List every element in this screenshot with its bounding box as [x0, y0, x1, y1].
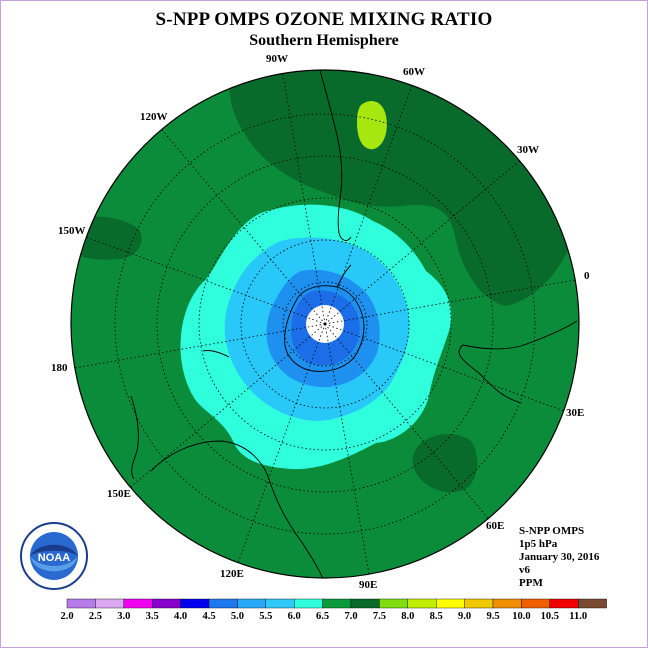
legend-tick-labels: 2.0 2.5 3.0 3.5 4.0 4.5 5.0 5.5 6.0 6.5 7.0 7.5 8.0 8… — [60, 611, 587, 622]
legend-color-box — [322, 598, 352, 609]
legend-tick-label: 10.0 — [512, 611, 530, 622]
coast-antarctic-peninsula — [336, 264, 352, 288]
legend-tick-label: 6.0 — [288, 611, 301, 622]
legend-color-box — [407, 598, 437, 609]
legend-color-box — [350, 598, 380, 609]
legend-color-boxes — [66, 598, 607, 609]
legend-tick-label: 5.5 — [259, 611, 272, 622]
lon-label-90e: 90E — [359, 579, 377, 591]
legend-tick-label: 11.0 — [569, 611, 587, 622]
legend-color-box — [265, 598, 295, 609]
legend-color-box — [379, 598, 408, 609]
legend-color-box — [464, 598, 494, 609]
legend-tick-label: 5.0 — [231, 611, 244, 622]
lon-label-120e: 120E — [220, 568, 244, 580]
legend-color-box — [123, 598, 153, 609]
legend-tick-label: 8.0 — [401, 611, 414, 622]
legend-color-box — [180, 598, 210, 609]
legend-color-box — [237, 598, 266, 609]
legend-tick-label: 7.0 — [344, 611, 357, 622]
info-date: January 30, 2016 — [519, 551, 600, 563]
legend-color-box — [66, 598, 96, 609]
legend-color-box — [208, 598, 238, 609]
map-boundary — [70, 69, 580, 579]
coast-island-west — [202, 350, 230, 358]
legend-tick-label: 3.5 — [146, 611, 159, 622]
coast-new-zealand — [130, 395, 139, 480]
ozone-region-dark-southeast — [412, 434, 478, 493]
ozone-field — [71, 70, 579, 578]
legend-tick-label: 8.5 — [430, 611, 443, 622]
latitude-circle — [240, 239, 410, 409]
info-units: PPM — [519, 577, 543, 589]
legend-tick-label: 4.5 — [202, 611, 215, 622]
lon-label-60e: 60E — [486, 520, 504, 532]
lon-label-0: 0 — [584, 270, 590, 282]
lon-label-60w: 60W — [403, 66, 425, 78]
legend-color-box — [294, 598, 323, 609]
legend-color-box — [151, 598, 181, 609]
info-level: 1p5 hPa — [519, 538, 558, 550]
coast-south-america — [318, 70, 352, 241]
map-subtitle: Southern Hemisphere — [249, 32, 399, 49]
lon-label-150e: 150E — [107, 488, 131, 500]
legend-color-box — [492, 598, 522, 609]
legend-color-box — [549, 598, 579, 609]
legend-tick-label: 3.0 — [117, 611, 130, 622]
latitude-circle — [156, 155, 494, 493]
lon-label-150w: 150W — [58, 225, 86, 237]
lon-label-120w: 120W — [140, 111, 168, 123]
legend-tick-label: 4.0 — [174, 611, 187, 622]
legend-color-box — [521, 598, 551, 609]
lon-label-180: 180 — [51, 362, 68, 374]
lon-label-90w: 90W — [266, 53, 288, 65]
legend-tick-label: 10.5 — [541, 611, 559, 622]
legend-tick-label: 6.5 — [316, 611, 329, 622]
lon-label-30e: 30E — [566, 407, 584, 419]
legend-tick-label: 7.5 — [373, 611, 386, 622]
latitude-circle — [282, 281, 368, 367]
legend-tick-label: 9.5 — [486, 611, 499, 622]
ozone-region-light-green — [357, 100, 387, 150]
legend-tick-label: 2.5 — [89, 611, 102, 622]
legend-color-box — [436, 598, 465, 609]
longitude-labels: 90W 60W 30W 0 30E 60E 90E 120E 150E 180 … — [51, 53, 590, 591]
legend-tick-label: 2.0 — [60, 611, 73, 622]
latitude-grid — [114, 113, 536, 535]
noaa-logo: NOAA — [20, 522, 88, 590]
coastlines — [130, 70, 578, 578]
legend-tick-label: 9.0 — [458, 611, 471, 622]
noaa-logo-text: NOAA — [38, 552, 70, 564]
latitude-circle — [198, 197, 452, 451]
info-version: v6 — [519, 564, 530, 576]
product-info: S-NPP OMPS 1p5 hPa January 30, 2016 v6 P… — [519, 525, 599, 590]
coast-africa — [458, 320, 578, 404]
map-title: S-NPP OMPS OZONE MIXING RATIO — [155, 9, 493, 30]
latitude-circle — [114, 113, 536, 535]
info-instrument: S-NPP OMPS — [519, 525, 585, 537]
lon-label-30w: 30W — [517, 144, 539, 156]
legend-color-box — [95, 598, 125, 609]
legend-color-box — [578, 598, 607, 609]
